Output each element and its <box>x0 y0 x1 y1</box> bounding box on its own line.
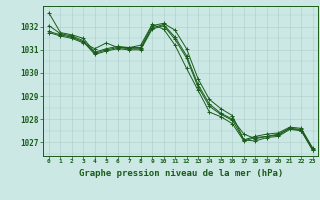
X-axis label: Graphe pression niveau de la mer (hPa): Graphe pression niveau de la mer (hPa) <box>79 169 283 178</box>
